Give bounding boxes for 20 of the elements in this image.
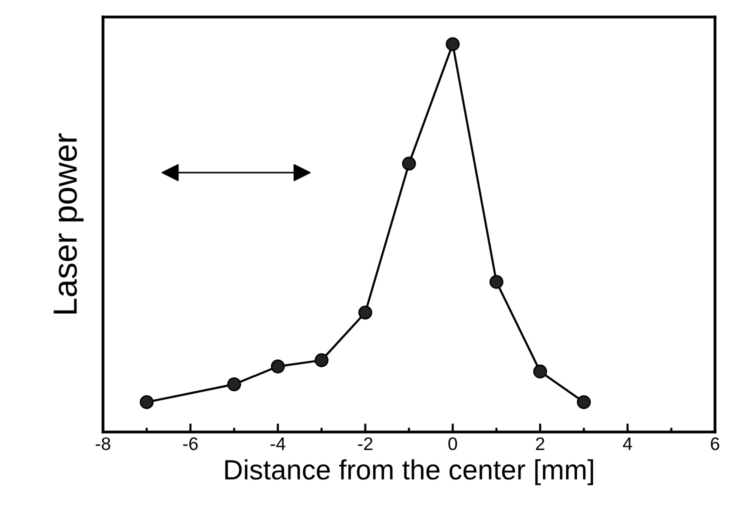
x-tick-label: 0 xyxy=(448,437,458,450)
point xyxy=(358,306,372,320)
y-axis-title: Laser power xyxy=(54,133,84,314)
point xyxy=(314,353,329,368)
point xyxy=(140,395,154,410)
x-tick-label: 4 xyxy=(622,438,632,450)
point xyxy=(402,156,416,171)
point xyxy=(227,377,242,392)
point xyxy=(446,37,460,52)
x-tick-label: -6 xyxy=(183,437,198,450)
x-axis-title: Distance from the center [mm] xyxy=(225,459,594,486)
x-tick-label: -4 xyxy=(270,438,286,450)
x-tick-label: -2 xyxy=(358,437,372,450)
point xyxy=(533,364,548,378)
x-tick-label: 6 xyxy=(710,437,720,450)
point xyxy=(270,360,285,374)
x-tick-label: 2 xyxy=(536,437,544,450)
x-tick-label: -8 xyxy=(96,437,110,450)
point xyxy=(576,395,591,410)
point xyxy=(489,274,504,289)
